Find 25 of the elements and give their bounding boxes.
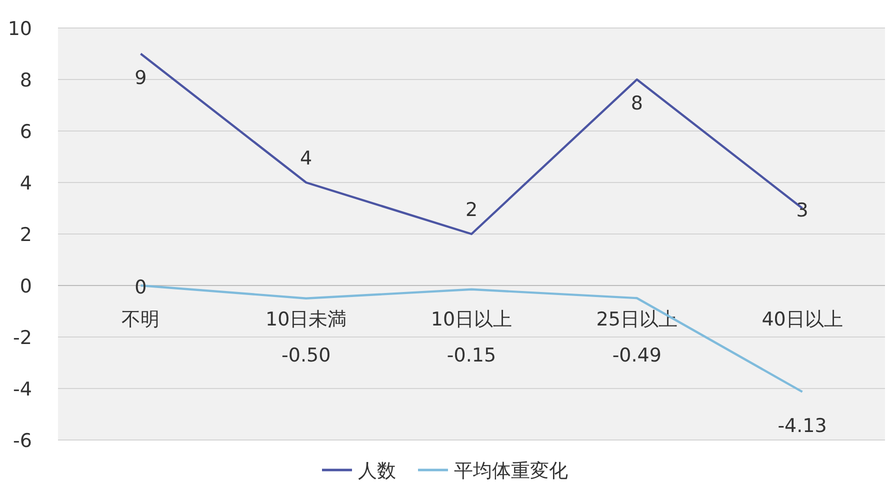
- data-label: 2: [465, 199, 478, 221]
- data-label: -4.13: [778, 414, 827, 437]
- legend-label: 平均体重変化: [454, 460, 568, 482]
- y-tick-label: 6: [20, 121, 32, 143]
- data-label: 4: [300, 148, 312, 170]
- y-tick-label: 4: [20, 172, 32, 194]
- data-label: 8: [630, 92, 643, 114]
- y-tick-label: 10: [8, 18, 32, 40]
- data-label: 0: [134, 276, 147, 298]
- x-tick-label: 10日以上: [430, 308, 512, 330]
- y-tick-label: -2: [13, 327, 32, 349]
- x-tick-label: 40日以上: [762, 308, 843, 330]
- data-label: -0.50: [282, 344, 331, 366]
- x-tick-label: 不明: [122, 308, 160, 330]
- y-tick-label: 0: [20, 276, 32, 298]
- data-label: 3: [796, 199, 808, 222]
- data-label: -0.49: [612, 344, 662, 366]
- y-tick-label: 8: [20, 70, 32, 92]
- x-tick-label: 10日未満: [266, 308, 347, 330]
- data-label: -0.15: [446, 344, 496, 366]
- y-tick-label: 2: [20, 224, 32, 246]
- legend-label: 人数: [358, 460, 396, 482]
- data-label: 9: [134, 66, 147, 89]
- y-tick-label: -4: [13, 378, 32, 400]
- y-tick-label: -6: [13, 430, 32, 452]
